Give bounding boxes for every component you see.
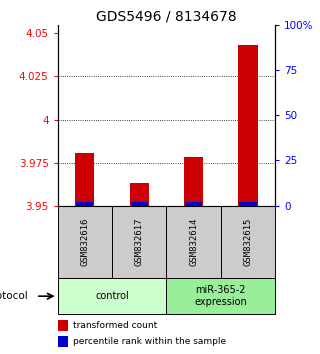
Text: percentile rank within the sample: percentile rank within the sample <box>73 337 226 346</box>
Bar <box>75 153 94 206</box>
Bar <box>131 202 148 206</box>
Bar <box>221 206 275 278</box>
Text: transformed count: transformed count <box>73 321 157 330</box>
Text: GSM832617: GSM832617 <box>135 218 144 266</box>
Text: GSM832615: GSM832615 <box>244 218 252 266</box>
Text: protocol: protocol <box>0 291 28 301</box>
Bar <box>112 206 166 278</box>
Bar <box>58 320 68 331</box>
Text: miR-365-2
expression: miR-365-2 expression <box>195 285 247 307</box>
Bar <box>185 202 202 206</box>
Bar <box>58 336 68 347</box>
Bar <box>166 206 221 278</box>
Bar <box>58 278 166 314</box>
Title: GDS5496 / 8134678: GDS5496 / 8134678 <box>96 10 237 24</box>
Bar <box>238 45 258 206</box>
Bar <box>239 202 257 206</box>
Text: control: control <box>95 291 129 301</box>
Bar <box>76 202 93 206</box>
Text: GSM832616: GSM832616 <box>80 218 89 266</box>
Bar <box>184 158 203 206</box>
Bar <box>58 206 112 278</box>
Text: GSM832614: GSM832614 <box>189 218 198 266</box>
Bar <box>130 183 149 206</box>
Bar <box>166 278 275 314</box>
